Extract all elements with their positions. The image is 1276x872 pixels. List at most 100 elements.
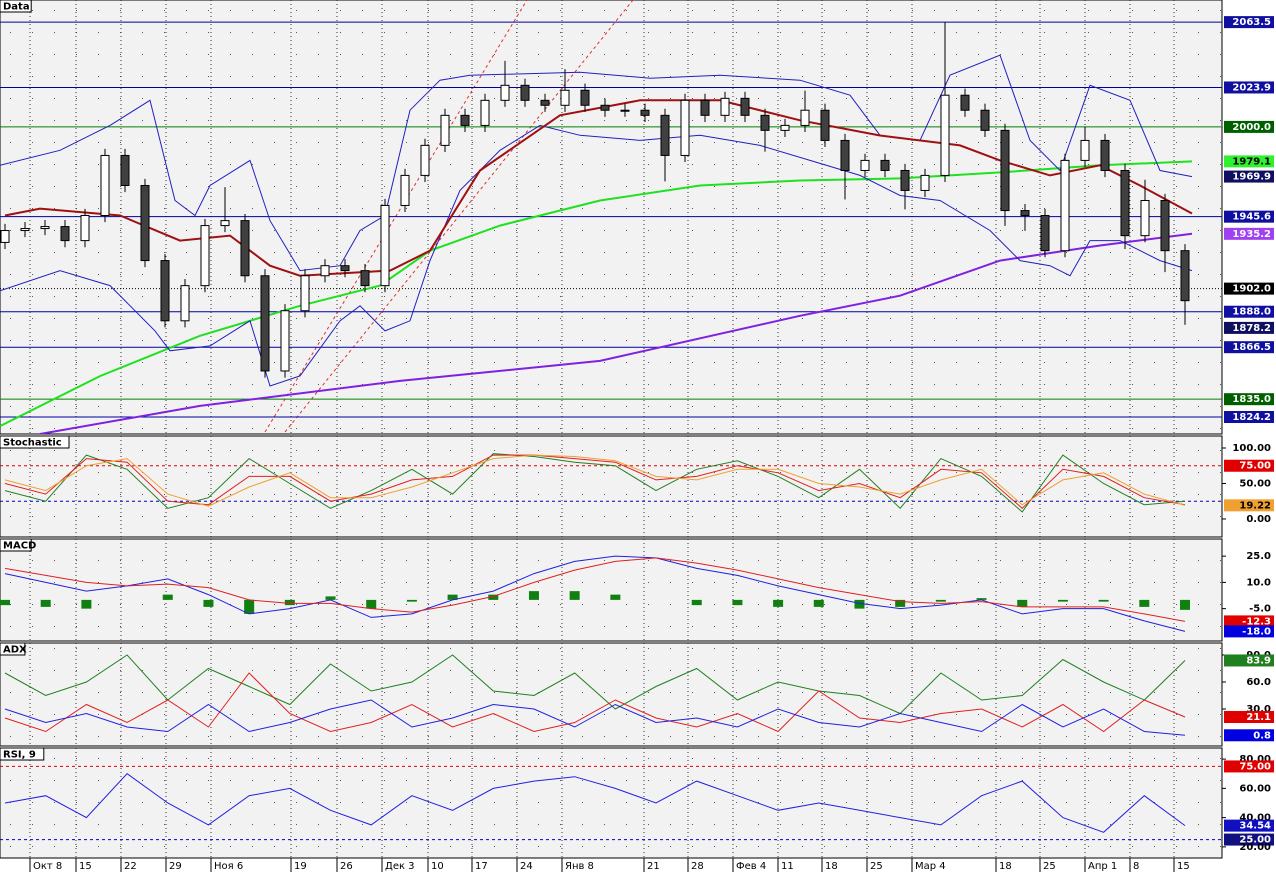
candle-body — [360, 270, 370, 287]
histogram-bar — [447, 594, 458, 600]
level-box — [1224, 625, 1274, 638]
panel — [0, 0, 1222, 434]
candle-body — [1060, 159, 1070, 252]
level-label: 1866.5 — [1232, 342, 1271, 353]
candle-body — [760, 114, 770, 131]
level-box — [1224, 393, 1274, 406]
candle-body — [500, 84, 510, 101]
candle-body — [280, 310, 290, 372]
panel-title: Data — [3, 2, 30, 13]
x-tick-label: 28 — [691, 861, 704, 872]
level-box — [1224, 729, 1274, 742]
x-tick-label: Апр 1 — [1088, 861, 1117, 872]
histogram-bar — [528, 591, 539, 600]
histogram-bar — [488, 594, 499, 600]
candle-body — [260, 275, 270, 372]
level-label: 40.00 — [1239, 813, 1271, 824]
panel-title: MACD — [3, 541, 36, 552]
level-label: 2023.9 — [1232, 82, 1271, 93]
panel-title-box — [0, 747, 45, 761]
candle-body — [20, 228, 30, 232]
histogram-bar — [40, 599, 51, 607]
level-label: 60.00 — [1239, 783, 1271, 794]
histogram-bar — [1098, 599, 1109, 602]
candle-body — [700, 99, 710, 116]
panel-dots — [0, 643, 1222, 746]
candle-body — [60, 226, 70, 242]
candle-body — [420, 144, 430, 176]
level-label: 83.9 — [1246, 655, 1271, 666]
histogram-bar — [895, 599, 906, 607]
x-tick-label: Янв 8 — [565, 861, 594, 872]
level-label: 1935.2 — [1232, 229, 1271, 240]
level-label: -5.0 — [1249, 604, 1271, 615]
candle-body — [200, 225, 210, 287]
panel-dots — [0, 539, 1222, 641]
candle-body — [1020, 210, 1030, 217]
panel-title: Stochastic — [3, 438, 62, 449]
histogram-bar — [325, 596, 336, 600]
histogram-bar — [0, 599, 10, 606]
candle-body — [1100, 139, 1110, 171]
candle-body — [140, 184, 150, 262]
x-tick-label: 18 — [999, 861, 1012, 872]
level-box — [1224, 155, 1274, 168]
level-box — [1224, 654, 1274, 667]
level-label: 1902.0 — [1232, 284, 1271, 295]
candle-body — [1180, 250, 1190, 302]
candle-body — [440, 114, 450, 146]
x-tick-label: 24 — [520, 861, 533, 872]
candle-body — [720, 97, 730, 116]
candle-body — [80, 215, 90, 242]
candle-body — [980, 109, 990, 131]
histogram-bar — [244, 599, 255, 614]
candle-body — [1040, 215, 1050, 252]
histogram-bar — [162, 594, 173, 600]
level-label: 2063.5 — [1232, 17, 1271, 28]
candle-body — [580, 89, 590, 106]
indicator-line — [4, 672, 1186, 733]
x-tick-label: Мар 4 — [915, 861, 946, 872]
panel — [4, 643, 1186, 746]
x-tick-label: Окт 8 — [33, 861, 62, 872]
x-tick-label: Фев 4 — [736, 861, 766, 872]
panel-title: RSI, 9 — [3, 750, 36, 761]
x-tick-label: 25 — [1043, 861, 1056, 872]
level-label: 1878.2 — [1232, 323, 1271, 334]
level-label: 10.0 — [1246, 577, 1271, 588]
candle-body — [400, 174, 410, 206]
candle-body — [1120, 169, 1130, 237]
candle-body — [840, 139, 850, 171]
candle-body — [240, 220, 250, 277]
indicator-line — [4, 453, 1186, 513]
level-box — [1224, 833, 1274, 846]
indicator-line — [0, 124, 1193, 387]
histogram-bar — [1180, 599, 1190, 610]
panel-title-box — [0, 435, 70, 449]
x-tick-label: 10 — [431, 861, 444, 872]
histogram-bar — [813, 599, 824, 607]
level-label: 60.0 — [1246, 677, 1271, 688]
level-label: 21.1 — [1246, 712, 1271, 723]
level-label: 34.54 — [1239, 821, 1271, 832]
indicator-line — [4, 654, 1186, 715]
level-box — [1224, 411, 1274, 424]
candle-body — [480, 99, 490, 126]
candle-body — [800, 109, 810, 126]
level-label: 0.00 — [1246, 514, 1271, 525]
candle-body — [560, 89, 570, 106]
level-label: 0.8 — [1253, 730, 1271, 741]
candle-body — [40, 226, 50, 230]
level-box — [1224, 227, 1274, 240]
candle-body — [600, 104, 610, 111]
candle-body — [620, 109, 630, 112]
candle-body — [740, 97, 750, 116]
candle-body — [1000, 129, 1010, 212]
candle-body — [120, 154, 130, 186]
panel-title-box — [0, 538, 32, 552]
level-label: 2000.0 — [1232, 122, 1271, 133]
candle-body — [960, 94, 970, 111]
x-tick-label: 19 — [294, 861, 307, 872]
